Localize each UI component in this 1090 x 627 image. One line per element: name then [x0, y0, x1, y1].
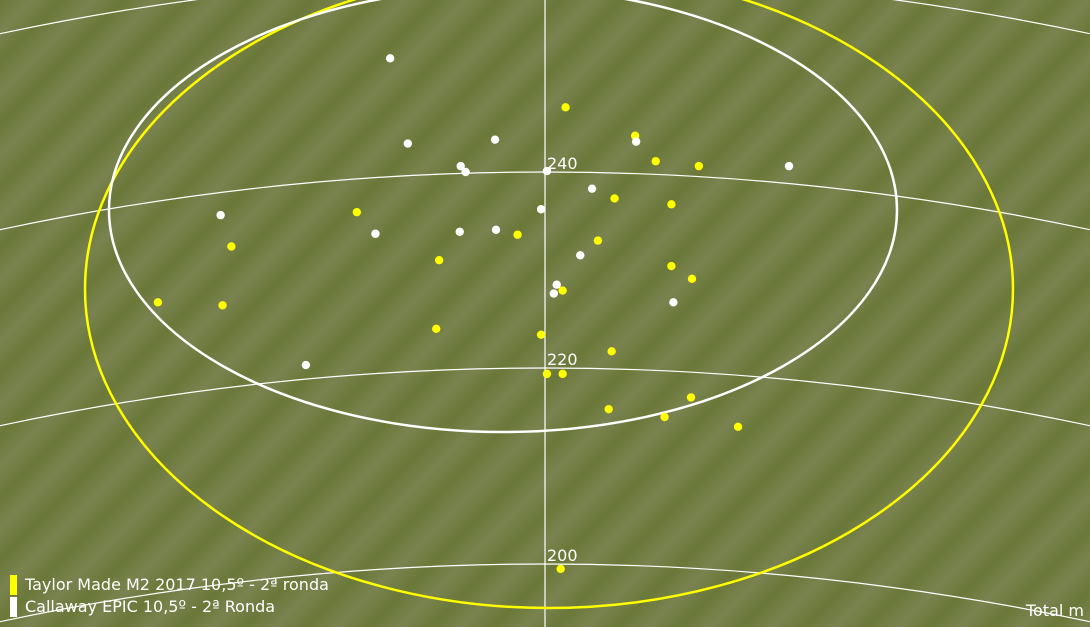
dispersion-ellipse-callaway	[107, 0, 899, 434]
taylor-made-shot-point[interactable]	[352, 207, 362, 217]
legend-item-callaway[interactable]: Callaway EPIC 10,5º - 2ª Ronda	[10, 596, 329, 618]
callaway-shot-point[interactable]	[456, 161, 465, 171]
callaway-shot-point[interactable]	[536, 205, 546, 214]
taylor-made-shot-point[interactable]	[667, 200, 676, 209]
callaway-shot-point[interactable]	[491, 225, 501, 235]
distance-arc-260	[0, 0, 1090, 35]
legend-swatch	[10, 575, 17, 595]
taylor-made-shot-point[interactable]	[558, 369, 567, 379]
legend-label: Taylor Made M2 2017 10,5º - 2ª ronda	[25, 575, 329, 594]
callaway-shot-point[interactable]	[490, 135, 500, 144]
legend-swatch	[10, 597, 17, 617]
taylor-made-shot-point[interactable]	[227, 242, 236, 251]
distance-label: 220	[547, 350, 578, 369]
taylor-made-shot-point[interactable]	[694, 161, 704, 171]
taylor-made-shot-point[interactable]	[607, 347, 616, 356]
callaway-shot-point[interactable]	[549, 289, 559, 298]
distance-arc-220	[0, 367, 1090, 427]
callaway-shot-point[interactable]	[587, 184, 597, 193]
distance-arc-200	[0, 563, 1090, 623]
taylor-made-shot-point[interactable]	[153, 298, 163, 307]
callaway-shot-point[interactable]	[631, 137, 641, 146]
taylor-made-shot-point[interactable]	[733, 422, 743, 431]
callaway-shot-point[interactable]	[216, 210, 225, 220]
legend: Taylor Made M2 2017 10,5º - 2ª ronda Cal…	[10, 574, 329, 618]
callaway-shot-point[interactable]	[552, 280, 561, 289]
callaway-shot-point[interactable]	[669, 298, 678, 307]
taylor-made-shot-point[interactable]	[667, 261, 676, 271]
taylor-made-shot-point[interactable]	[561, 103, 570, 112]
callaway-shot-point[interactable]	[385, 54, 395, 63]
legend-item-taylor-made[interactable]: Taylor Made M2 2017 10,5º - 2ª ronda	[10, 574, 329, 596]
taylor-made-shot-point[interactable]	[604, 404, 613, 414]
taylor-made-shot-point[interactable]	[660, 412, 669, 422]
distance-label: 200	[547, 546, 578, 565]
taylor-made-shot-point[interactable]	[542, 369, 552, 379]
callaway-shot-point[interactable]	[455, 227, 464, 236]
taylor-made-shot-point[interactable]	[687, 274, 697, 284]
taylor-made-shot-point[interactable]	[432, 324, 441, 333]
axis-unit-label: Total m	[1025, 601, 1084, 620]
dispersion-ellipse-taylor-made	[83, 0, 1015, 610]
legend-label: Callaway EPIC 10,5º - 2ª Ronda	[25, 597, 276, 616]
taylor-made-shot-point[interactable]	[218, 301, 227, 310]
callaway-shot-point[interactable]	[461, 167, 470, 177]
callaway-shot-point[interactable]	[542, 166, 552, 176]
callaway-shot-point[interactable]	[371, 229, 380, 238]
taylor-made-shot-point[interactable]	[434, 256, 444, 265]
callaway-shot-point[interactable]	[576, 251, 585, 260]
taylor-made-shot-point[interactable]	[513, 230, 522, 239]
callaway-shot-point[interactable]	[784, 161, 794, 171]
taylor-made-shot-point[interactable]	[593, 236, 603, 245]
taylor-made-shot-point[interactable]	[610, 194, 619, 203]
taylor-made-shot-point[interactable]	[536, 330, 546, 339]
callaway-shot-point[interactable]	[301, 360, 311, 370]
callaway-shot-point[interactable]	[403, 139, 412, 148]
taylor-made-shot-point[interactable]	[556, 564, 565, 574]
taylor-made-shot-point[interactable]	[686, 393, 696, 402]
taylor-made-shot-point[interactable]	[651, 157, 660, 166]
taylor-made-shot-point[interactable]	[558, 286, 567, 295]
distance-label: 240	[547, 154, 578, 173]
